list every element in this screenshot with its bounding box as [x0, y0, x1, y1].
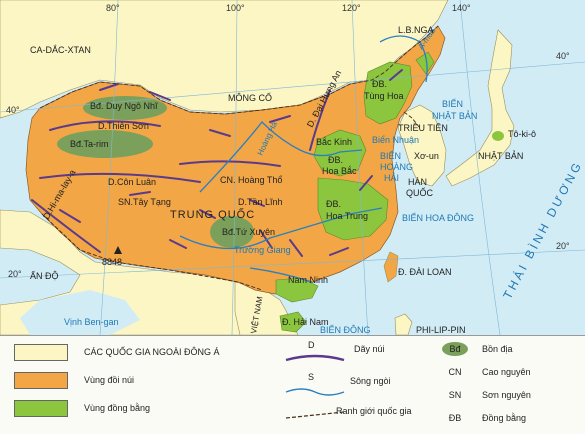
south-korea-label-2: QUỐC — [406, 188, 433, 198]
lat-20-left-label: 20° — [8, 269, 22, 279]
taiwan-label: Đ. ĐÀI LOAN — [398, 267, 452, 277]
north-china-plain-label-2: Hoa Bắc — [322, 166, 357, 176]
everest-label: 8848 — [102, 257, 123, 267]
russia-label: L.B.NGA — [398, 25, 434, 35]
legend-river-symbol: S — [308, 372, 315, 382]
bay-of-bengal-label: Vịnh Ben-gan — [64, 317, 119, 327]
lat-40-right-label: 40° — [556, 51, 570, 61]
hainan-label: Đ. Hải Nam — [282, 317, 329, 327]
central-china-plain-label-2: Hoa Trung — [326, 211, 369, 221]
beijing-label: Bắc Kinh — [316, 137, 353, 147]
rivers — [179, 35, 428, 283]
tokyo-label: Tô-ki-ô — [508, 129, 537, 139]
legend-label-border: Ranh giới quốc gia — [336, 406, 412, 416]
qinling-label: D.Tần Lĩnh — [238, 197, 283, 207]
tibet-label: SN.Tây Tạng — [118, 197, 171, 207]
legend-label-plateau: Cao nguyên — [482, 367, 531, 377]
philippines-label: PHI-LIP-PIN — [416, 325, 466, 335]
legend-label-non-east-asia: CÁC QUỐC GIA NGOÀI ĐÔNG Á — [84, 347, 220, 357]
central-china-plain — [317, 177, 389, 241]
bay-of-bengal — [20, 290, 140, 335]
dzungaria-label: Bđ. Duy Ngô Nhĩ — [90, 101, 158, 111]
seoul-label: Xơ-un — [414, 151, 439, 161]
sichuan-label: Bđ.Tứ Xuyên — [222, 227, 276, 237]
tarim-basin — [57, 130, 153, 158]
bien-dong-label: BIỂN ĐÔNG — [320, 325, 371, 335]
legend-line-symbols — [285, 354, 345, 419]
japan-land — [445, 29, 515, 187]
north-korea-label: TRIỀU TIÊN — [398, 123, 448, 133]
japan-sea-label-1: BIỂN — [442, 99, 464, 109]
north-china-plain — [313, 129, 367, 177]
japan-sea-label-2: NHẬT BẢN — [432, 111, 478, 121]
legend-plateau-abbr: CN — [448, 367, 462, 377]
kunlun-label: D.Côn Luân — [108, 177, 157, 187]
legend-highland-abbr: SN — [448, 390, 462, 400]
legend-label-river: Sông ngòi — [350, 376, 391, 386]
yellow-sea-label-2: HOÀNG — [380, 162, 414, 172]
south-korea-label-1: HÀN — [408, 177, 428, 187]
lon-120-label: 120° — [342, 3, 361, 13]
northeast-plain-label-1: ĐB. — [372, 79, 388, 89]
legend-ridge-line — [285, 354, 345, 362]
yangtze-label: Trường Giang — [234, 245, 291, 255]
sichuan-basin — [210, 216, 254, 248]
bohai-label: Biển Nhuận — [372, 135, 420, 145]
small-plain-ne — [415, 51, 435, 75]
east-asia-map: THÁI BÌNH DƯƠNG A-mua Hoàng Hà D. Đại Hư… — [0, 0, 585, 335]
loess-plateau-label: CN. Hoàng Thổ — [220, 175, 283, 185]
north-china-plain-label-1: ĐB. — [328, 155, 344, 165]
lat-20-right-label: 20° — [556, 241, 570, 251]
legend-label-highland: Sơn nguyên — [482, 390, 531, 400]
yangtze-river — [179, 207, 383, 250]
korea-land — [397, 104, 447, 187]
mongolia-label: MÔNG CỔ — [228, 93, 272, 103]
legend-basin-abbr: Bđ — [449, 344, 461, 354]
lon-80-label: 80° — [106, 3, 120, 13]
legend-plain-abbr: ĐB — [448, 413, 462, 423]
dzungaria-basin — [83, 96, 167, 120]
legend-label-ridge: Dãy núi — [354, 344, 385, 354]
china-label: TRUNG QUỐC — [170, 209, 256, 221]
lon-100-label: 100° — [226, 3, 245, 13]
legend-ridge-symbol: D — [308, 340, 315, 350]
legend-swatch-plains — [14, 400, 68, 417]
huang-he-river — [199, 121, 363, 193]
tokyo-plain — [492, 131, 504, 141]
legend-swatch-non-east-asia — [14, 344, 68, 361]
tarim-label: Bđ.Ta-rim — [70, 139, 109, 149]
yellow-sea-label-3: HẢI — [384, 173, 400, 183]
japan-label: NHẬT BẢN — [478, 151, 524, 161]
legend-label-basin: Bồn địa — [482, 344, 513, 354]
east-china-sea-label: BIỂN HOA ĐÔNG — [402, 213, 475, 223]
map-legend: CÁC QUỐC GIA NGOÀI ĐÔNG Á Vùng đồi núi V… — [0, 335, 585, 434]
hainan-island — [279, 311, 307, 333]
everest-marker — [114, 246, 122, 254]
lat-40-left-label: 40° — [6, 105, 20, 115]
yellow-sea-label-1: BIỂN — [380, 151, 402, 161]
kazakhstan-label: CA-DẮC-XTAN — [30, 45, 91, 55]
central-china-plain-label-1: ĐB. — [326, 199, 342, 209]
tian-shan-label: D.Thiên Sơn — [98, 121, 149, 131]
northeast-plain-label-2: Tùng Hoa — [364, 91, 404, 101]
legend-swatch-mountains — [14, 372, 68, 389]
national-borders — [39, 25, 439, 291]
legend-border-line — [285, 411, 345, 419]
legend-label-mountains: Vùng đồi núi — [84, 375, 135, 385]
pearl-river — [249, 267, 313, 283]
india-label: ẤN ĐỘ — [30, 271, 59, 281]
lon-140-label: 140° — [452, 3, 471, 13]
legend-basin-swatch — [442, 342, 468, 356]
legend-river-line — [285, 388, 345, 396]
legend-label-plains: Vùng đồng bằng — [84, 403, 151, 413]
legend-label-plain: Đồng bằng — [482, 413, 527, 423]
south-china-label: Nam Ninh — [288, 275, 329, 285]
philippines-land — [394, 313, 413, 335]
